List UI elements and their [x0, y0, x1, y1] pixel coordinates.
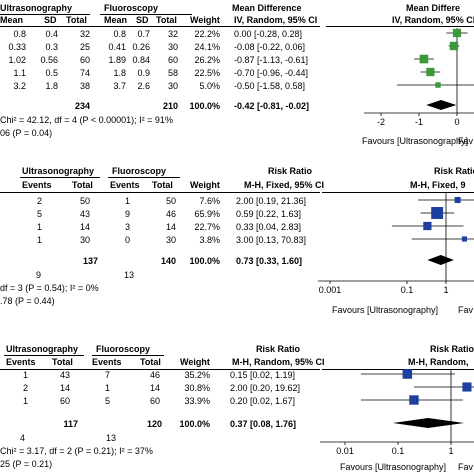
- total-weight: 100.0%: [189, 256, 220, 266]
- total-ci: -0.42 [-0.81, -0.02]: [234, 101, 310, 111]
- favours-label: Favours [Ultrasonography]: [340, 462, 447, 472]
- study-point: [431, 207, 444, 219]
- group-b-header: Fluoroscopy: [112, 166, 167, 176]
- total-a: 117: [63, 419, 78, 429]
- favours-label: Favours [Ultrasonography]: [332, 305, 439, 315]
- overall-effect: 06 (P = 0.04): [0, 128, 53, 138]
- tick-label: 0: [454, 117, 459, 127]
- effect-header-right: Risk Ratio: [430, 344, 474, 354]
- method-label: M-H, Fixed, 95% CI: [244, 180, 325, 190]
- col-sd-a: SD: [44, 15, 57, 25]
- tick-label: -2: [377, 117, 385, 127]
- effect-header-right: Risk Ratio: [434, 166, 474, 176]
- col-total-a: Total: [52, 357, 73, 367]
- events-total-a: 4: [20, 433, 26, 443]
- col-sd-b: SD: [136, 15, 149, 25]
- total-weight: 100.0%: [179, 419, 210, 429]
- favours-label-right: Fav: [458, 136, 474, 146]
- col-weight: Weight: [190, 15, 220, 25]
- total-b: 120: [146, 419, 162, 429]
- total-ci: 0.37 [0.08, 1.76]: [230, 419, 297, 429]
- overall-effect: .78 (P = 0.44): [0, 296, 55, 306]
- method-label: IV, Random, 95% CI: [234, 15, 318, 25]
- group-b-header: Fluoroscopy: [104, 3, 159, 13]
- col-events-b: Events: [110, 180, 140, 190]
- col-mean-a: Mean: [0, 15, 24, 25]
- total-a: 234: [74, 101, 90, 111]
- events-total-a: 9: [36, 270, 42, 280]
- study-point: [423, 221, 432, 231]
- method-label-right: IV, Random, 95% CI: [392, 15, 474, 25]
- heterogeneity: Chi² = 42.12, df = 4 (P < 0.00001); I² =…: [0, 115, 173, 125]
- forest-plot-risk-ratio-random: 0.01 0.1 1: [320, 369, 474, 456]
- method-label: M-H, Random, 95% CI: [232, 357, 325, 367]
- favours-label: Favours [Ultrasonography]: [362, 136, 469, 146]
- forest-plot-mean-difference: -2 -1 0: [364, 28, 474, 127]
- total-b: 210: [162, 101, 178, 111]
- total-b: 140: [160, 256, 176, 266]
- total-diamond: [426, 100, 457, 110]
- study-point: [426, 67, 435, 77]
- total-diamond: [427, 255, 454, 265]
- total-weight: 100.0%: [189, 101, 220, 111]
- tick-label: 0.001: [319, 285, 342, 295]
- group-a-header: Ultrasonography: [6, 344, 79, 354]
- col-weight: Weight: [190, 180, 220, 190]
- col-mean-b: Mean: [104, 15, 128, 25]
- effect-header-right: Mean Differe: [406, 3, 461, 13]
- tick-label: -1: [415, 117, 423, 127]
- study-point: [409, 395, 419, 405]
- method-label-right: M-H, Fixed, 9: [410, 180, 466, 190]
- study-point: [435, 82, 441, 88]
- col-events-b: Events: [92, 357, 122, 367]
- effect-header: Mean Difference: [232, 3, 302, 13]
- events-total-b: 13: [124, 270, 135, 280]
- study-point: [461, 236, 468, 242]
- tick-label: 0.1: [392, 446, 405, 456]
- tick-label: 0.01: [336, 446, 354, 456]
- total-a: 137: [82, 256, 98, 266]
- events-total-b: 13: [106, 433, 117, 443]
- col-total-b: Total: [140, 357, 161, 367]
- overall-effect: 25 (P = 0.21): [0, 459, 53, 469]
- col-total-a: Total: [72, 180, 93, 190]
- col-total-b: Total: [152, 180, 173, 190]
- study-point: [449, 41, 459, 51]
- group-a-header: Ultrasonography: [22, 166, 95, 176]
- favours-label-right: Fav: [458, 305, 474, 315]
- method-label-right: M-H, Random,: [408, 357, 469, 367]
- col-events-a: Events: [6, 357, 36, 367]
- study-point: [454, 196, 461, 204]
- tick-label: 0.1: [401, 285, 414, 295]
- tick-label: 1: [448, 446, 453, 456]
- tick-label: 1: [443, 285, 448, 295]
- col-total-a: Total: [66, 15, 87, 25]
- heterogeneity: df = 3 (P = 0.54); I² = 0%: [0, 283, 99, 293]
- study-point: [419, 54, 429, 64]
- study-point: [452, 28, 462, 38]
- study-point: [402, 369, 413, 379]
- group-a-header: Ultrasonography: [0, 3, 73, 13]
- effect-header: Risk Ratio: [256, 344, 301, 354]
- col-total-b: Total: [156, 15, 177, 25]
- forest-plot-risk-ratio-fixed: 0.001 0.1 1: [318, 193, 474, 295]
- group-b-header: Fluoroscopy: [96, 344, 151, 354]
- col-events-a: Events: [22, 180, 52, 190]
- col-weight: Weight: [180, 357, 210, 367]
- favours-label-right: Fav: [458, 462, 474, 472]
- effect-header: Risk Ratio: [268, 166, 313, 176]
- total-ci: 0.73 [0.33, 1.60]: [236, 256, 303, 266]
- total-diamond: [392, 418, 465, 428]
- heterogeneity: Chi² = 3.17, df = 2 (P = 0.21); I² = 37%: [0, 446, 153, 456]
- study-point: [462, 382, 472, 392]
